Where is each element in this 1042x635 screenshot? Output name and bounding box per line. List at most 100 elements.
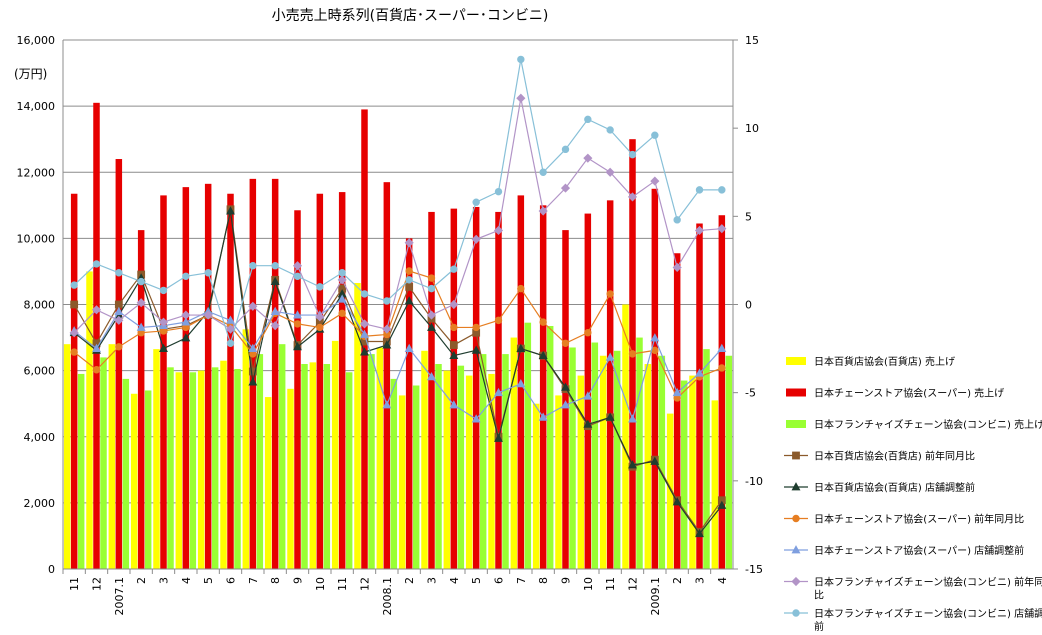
- x-tick-label: 2: [403, 577, 416, 584]
- bar: [502, 354, 509, 569]
- x-tick-label: 10: [314, 577, 327, 591]
- x-tick-label: 2008.1: [381, 577, 394, 616]
- data-point: [70, 300, 79, 309]
- data-point: [695, 186, 704, 194]
- x-tick-label: 4: [180, 577, 193, 584]
- bar: [122, 378, 130, 569]
- data-point: [517, 55, 525, 64]
- right-y-tick-label: 5: [745, 210, 752, 223]
- data-point: [583, 419, 593, 428]
- data-point: [494, 387, 503, 397]
- bar: [472, 206, 480, 569]
- bar: [711, 400, 719, 569]
- data-point: [791, 576, 801, 587]
- bar: [137, 230, 145, 569]
- data-point: [449, 341, 458, 349]
- left-y-tick-label: 16,000: [17, 34, 56, 47]
- bar: [390, 378, 398, 569]
- data-point: [248, 301, 258, 311]
- data-point: [181, 333, 191, 342]
- bar: [130, 393, 138, 569]
- data-point: [560, 183, 571, 193]
- x-tick-label: 8: [537, 577, 550, 584]
- data-point: [427, 322, 436, 331]
- x-tick-label: 12: [91, 577, 104, 591]
- x-tick-labels: 11 12 2007.1 2 3 4 5 6 7 8 9 10 11 12 2008.1 2 3 4 5 6 7 8 9 10…: [62, 569, 729, 616]
- data-point: [114, 306, 124, 315]
- bar: [591, 342, 599, 569]
- data-point: [270, 276, 280, 285]
- bar: [160, 195, 167, 570]
- x-tick-label: 12: [359, 577, 372, 591]
- bar: [524, 322, 532, 569]
- bar: [405, 238, 413, 569]
- bar: [242, 329, 250, 569]
- data-point: [627, 192, 638, 202]
- data-point: [583, 391, 593, 400]
- data-point: [584, 329, 592, 337]
- data-point: [673, 216, 681, 224]
- data-point: [159, 286, 168, 295]
- x-tick-label: 7: [247, 577, 260, 584]
- data-point: [791, 482, 801, 491]
- data-point: [337, 275, 347, 285]
- data-point: [471, 234, 481, 244]
- data-point: [628, 350, 637, 358]
- data-point: [449, 299, 459, 310]
- data-point: [538, 350, 548, 360]
- legend-label: 日本チェーンストア協会(スーパー) 前年同月比: [814, 513, 1024, 526]
- data-point: [315, 312, 325, 322]
- bar: [450, 208, 458, 569]
- data-point: [226, 315, 235, 324]
- bar: [301, 364, 308, 569]
- bar: [584, 213, 592, 569]
- data-point: [292, 261, 303, 271]
- data-point: [427, 274, 436, 282]
- bar: [331, 340, 339, 569]
- x-tick-label: 7: [515, 577, 528, 584]
- legend-swatch: [786, 420, 806, 428]
- data-point: [158, 317, 169, 327]
- data-point: [650, 333, 660, 342]
- legend-label: 日本チェーンストア協会(スーパー) 売上げ: [814, 387, 1004, 400]
- data-point: [516, 343, 526, 352]
- bar: [488, 373, 495, 569]
- bar: [63, 344, 71, 569]
- data-point: [650, 176, 660, 186]
- data-point: [427, 284, 436, 293]
- data-point: [605, 167, 615, 177]
- bar: [555, 395, 562, 569]
- bar: [725, 355, 733, 569]
- data-point: [204, 269, 212, 277]
- data-point: [494, 316, 503, 325]
- data-point: [538, 206, 548, 216]
- bar: [546, 325, 554, 569]
- data-point: [92, 260, 101, 268]
- data-point: [494, 433, 503, 442]
- bar: [666, 413, 674, 569]
- data-point: [672, 262, 682, 273]
- x-tick-label: 3: [426, 577, 439, 584]
- data-point: [791, 545, 801, 554]
- bar: [86, 271, 93, 569]
- data-point: [628, 414, 637, 423]
- chart-title: 小売売上時系列(百貨店･スーパー･コンビニ): [272, 7, 549, 24]
- data-point: [70, 281, 78, 289]
- x-tick-label: 10: [582, 577, 595, 591]
- data-point: [472, 323, 480, 332]
- data-point: [405, 267, 413, 275]
- series-line: [73, 98, 722, 334]
- gridlines: [63, 39, 733, 504]
- bar: [234, 368, 241, 569]
- data-point: [226, 339, 235, 347]
- bar: [651, 188, 659, 569]
- data-point: [404, 238, 414, 248]
- left-y-tick-label: 2,000: [24, 497, 56, 510]
- data-point: [92, 343, 101, 352]
- data-point: [539, 318, 547, 326]
- data-point: [91, 305, 102, 315]
- data-point: [316, 323, 324, 332]
- data-point: [136, 298, 146, 308]
- data-point: [651, 131, 659, 139]
